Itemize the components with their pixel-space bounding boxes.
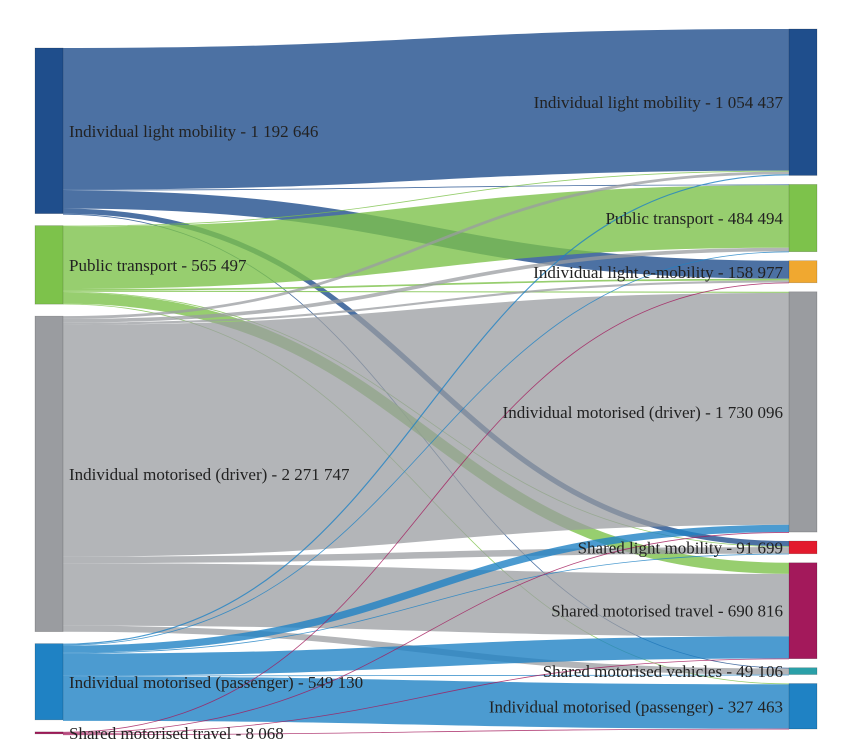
link-s_imd-to-t_pt: [62, 247, 790, 323]
link-s_ilm-to-t_pt: [62, 184, 790, 191]
label-s_pt: Public transport - 565 497: [69, 256, 247, 275]
labels-layer: Individual light mobility - 1 192 646 Pub…: [69, 93, 783, 743]
node-t_pt: [788, 184, 818, 253]
label-t_smt: Shared motorised travel - 690 816: [551, 602, 783, 621]
link-s_imp-to-t_slm: [62, 553, 790, 654]
node-t_smt: [788, 562, 818, 660]
link-s_smt-to-t_smt: [62, 658, 790, 735]
link-s_imp-to-t_smv: [62, 674, 790, 677]
link-s_imd-to-t_ilm: [62, 171, 790, 319]
link-s_imd-to-t_ilem: [62, 280, 790, 325]
link-s_imp-to-t_smt: [62, 636, 790, 676]
node-t_smv: [788, 667, 818, 675]
label-s_imp: Individual motorised (passenger) - 549 1…: [69, 673, 363, 692]
link-s_ilm-to-t_ilm: [62, 28, 790, 190]
link-s_imp-to-t_imp: [62, 676, 790, 729]
node-t_ilem: [788, 260, 818, 284]
link-s_smt-to-t_ilem: [62, 282, 790, 733]
link-s_imp-to-t_ilm: [62, 174, 790, 645]
link-s_imd-to-t_slm: [62, 547, 790, 564]
node-s_smt: [34, 731, 64, 735]
node-t_ilm: [788, 28, 818, 176]
link-s_pt-to-t_ilm: [62, 170, 790, 227]
nodes-layer: [34, 28, 818, 735]
node-s_pt: [34, 225, 64, 305]
label-s_imd: Individual motorised (driver) - 2 271 74…: [69, 465, 350, 484]
link-s_smt-to-t_imp: [62, 728, 790, 736]
links-layer: [62, 28, 790, 736]
node-s_imp: [34, 643, 64, 721]
node-t_slm: [788, 540, 818, 555]
link-s_imd-to-t_imd: [62, 292, 790, 557]
link-s_imp-to-t_pt: [62, 251, 790, 646]
label-t_imd: Individual motorised (driver) - 1 730 09…: [503, 403, 783, 422]
node-s_imd: [34, 315, 64, 632]
link-s_imp-to-t_imd: [62, 524, 790, 653]
label-t_slm: Shared light mobility - 91 699: [578, 538, 783, 557]
link-s_imd-to-t_smt: [62, 563, 790, 637]
node-s_ilm: [34, 47, 64, 214]
label-t_pt: Public transport - 484 494: [605, 209, 783, 228]
link-s_pt-to-t_pt: [62, 185, 790, 289]
node-t_imd: [788, 291, 818, 533]
link-s_pt-to-t_imd: [62, 290, 790, 293]
label-t_smv: Shared motorised vehicles - 49 106: [543, 662, 783, 681]
label-t_ilm: Individual light mobility - 1 054 437: [534, 93, 784, 112]
link-s_smt-to-t_imd: [62, 532, 790, 734]
node-t_imp: [788, 683, 818, 730]
label-s_smt: Shared motorised travel - 8 068: [69, 724, 284, 743]
label-t_imp: Individual motorised (passenger) - 327 4…: [489, 697, 783, 716]
label-s_ilm: Individual light mobility - 1 192 646: [69, 122, 318, 141]
label-t_ilem: Individual light e-mobility - 158 977: [533, 263, 783, 282]
